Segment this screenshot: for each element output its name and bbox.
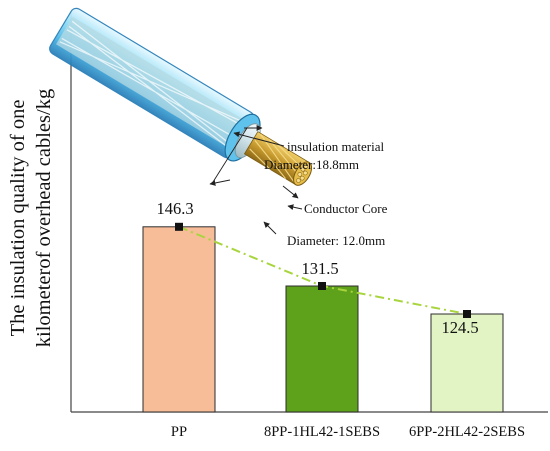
x-tick-label-8pp: 8PP-1HL42-1SEBS [264, 424, 380, 440]
bar-pp [142, 226, 216, 413]
y-axis-title: The insulation quality of one kilometero… [7, 89, 55, 347]
value-label-8pp: 131.5 [301, 259, 338, 278]
y-axis-title-line2: kilometerof overhead cables/kg [33, 89, 55, 347]
value-label-pp: 146.3 [156, 199, 193, 218]
bar-8pp [285, 285, 359, 413]
core-arrow [287, 204, 303, 211]
x-tick-labels: PP 8PP-1HL42-1SEBS 6PP-2HL42-2SEBS [171, 424, 525, 440]
trend-marker-pp [175, 222, 183, 231]
core-label: Conductor Core [304, 201, 388, 216]
x-tick-label-6pp: 6PP-2HL42-2SEBS [409, 424, 525, 440]
value-label-6pp: 124.5 [441, 318, 478, 337]
trend-marker-6pp [463, 310, 471, 318]
core-diameter-label: Diameter: 12.0mm [287, 233, 385, 248]
bar-6pp [430, 313, 504, 413]
outer-diameter-arrow-b [209, 179, 231, 186]
outer-diameter-dim [212, 127, 248, 183]
value-labels: 146.3 131.5 124.5 [156, 199, 478, 337]
core-diameter-arrow-b [263, 221, 277, 235]
y-axis-title-line1: The insulation quality of one [7, 100, 29, 337]
insulation-label: insulation material [287, 139, 385, 154]
trend-marker-8pp [318, 282, 326, 290]
x-tick-label-pp: PP [171, 424, 187, 440]
trend-group [175, 222, 471, 318]
bars-group [142, 226, 504, 413]
outer-diameter-label: Diameter:18.8mm [264, 157, 359, 172]
core-diameter-arrow-a [282, 185, 299, 199]
cable-illustration: insulation material Diameter:18.8mm Cond… [49, 7, 388, 248]
